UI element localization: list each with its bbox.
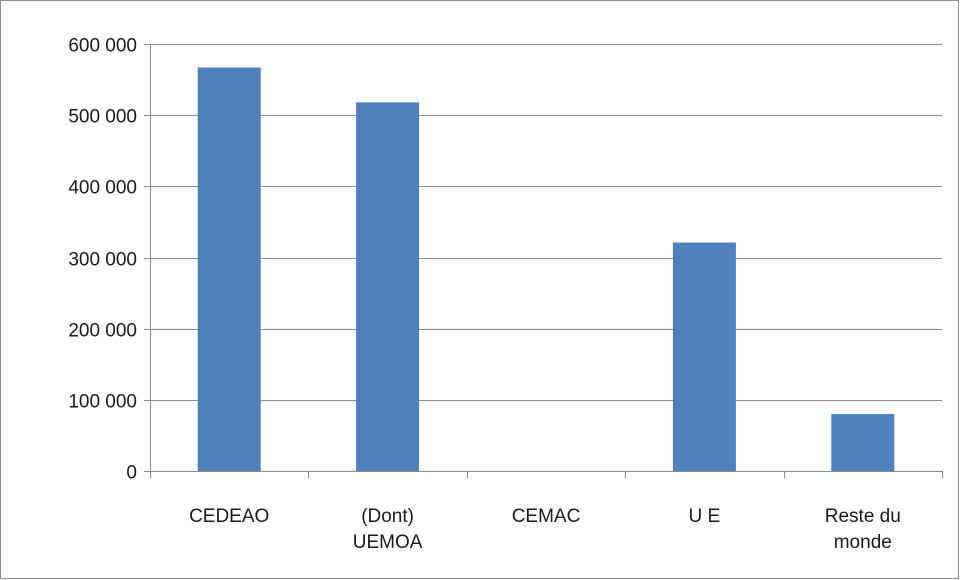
gridlines	[150, 44, 942, 401]
x-category-label-line: UEMOA	[353, 532, 423, 553]
bar	[197, 67, 261, 472]
y-axis-tick-labels: 0 100 000 200 000 300 000 400 000 500 000 600 …	[68, 36, 137, 484]
x-category-label: Reste du monde	[825, 506, 901, 553]
bar	[831, 414, 895, 471]
y-tick-label: 400 000	[68, 178, 137, 199]
x-axis-category-labels: CEDEAO (Dont) UEMOA CEMAC U E Reste du monde	[189, 506, 901, 553]
x-category-label: (Dont) UEMOA	[353, 506, 423, 553]
y-tick-label: 500 000	[68, 107, 137, 128]
bars	[197, 67, 895, 472]
y-tick-label: 300 000	[68, 250, 137, 271]
axes	[144, 44, 943, 478]
x-category-label-line: Reste du	[825, 506, 901, 527]
x-category-label-line: U E	[689, 506, 721, 527]
x-category-label-line: CEMAC	[512, 506, 581, 527]
y-tick-label: 0	[126, 463, 137, 484]
y-tick-label: 200 000	[68, 321, 137, 342]
x-category-label: CEMAC	[512, 506, 581, 527]
x-category-label: U E	[689, 506, 721, 527]
x-category-label: CEDEAO	[189, 506, 269, 527]
y-tick-label: 100 000	[68, 392, 137, 413]
x-category-label-line: monde	[834, 532, 892, 553]
x-category-label-line: CEDEAO	[189, 506, 269, 527]
bar	[672, 242, 736, 471]
y-tick-label: 600 000	[68, 36, 137, 57]
bar	[356, 102, 420, 472]
x-category-label-line: (Dont)	[361, 506, 414, 527]
